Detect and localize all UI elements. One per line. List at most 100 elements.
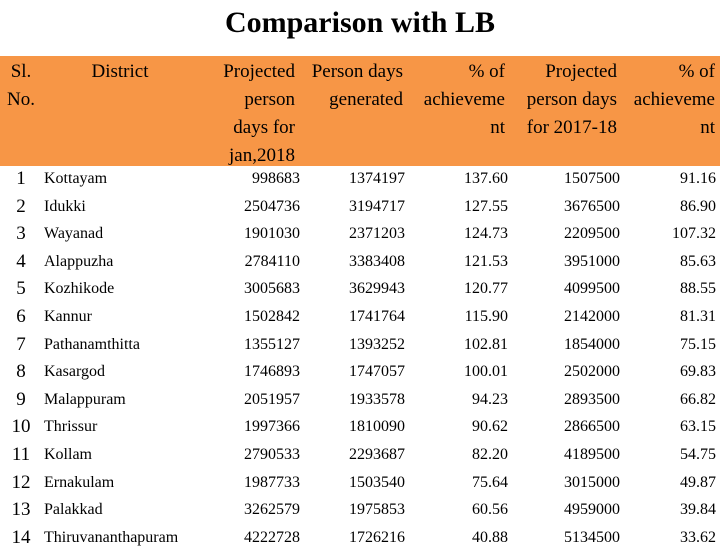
district-name: Kasargod [44,363,106,381]
header-cell: % of achieveme nt [400,58,505,142]
value-cell: 2371203 [349,225,405,243]
header-cell: Projected person days for 2017-18 [505,58,617,142]
value-cell: 63.15 [680,418,716,436]
value-cell: 107.32 [672,225,716,243]
value-cell: 75.64 [472,473,508,491]
value-cell: 120.77 [464,280,508,298]
value-cell: 4189500 [564,446,620,463]
value-cell: 54.75 [680,446,716,463]
value-cell: 1355127 [244,335,300,353]
value-cell: 2866500 [564,418,620,436]
district-name: Wayanad [44,225,104,243]
value-cell: 1726216 [349,528,405,546]
value-cell: 3194717 [349,197,405,215]
value-cell: 88.55 [680,280,716,298]
value-cell: 137.60 [464,170,508,187]
value-cell: 1987733 [244,473,300,491]
value-cell: 1933578 [349,390,405,408]
header-text: achieveme [423,89,505,110]
value-cell: 1374197 [349,170,405,187]
value-cell: 1901030 [244,225,300,243]
value-cell: 4222728 [244,528,300,546]
value-cell: 1741764 [349,308,405,325]
value-cell: 127.55 [464,197,508,215]
header-text: Sl. [10,61,32,82]
serial-number: 12 [11,471,31,493]
value-cell: 5134500 [564,528,620,546]
value-cell: 3629943 [349,280,405,298]
value-cell: 100.01 [464,363,508,381]
value-cell: 3015000 [564,473,620,491]
value-cell: 2893500 [564,390,620,408]
value-cell: 1503540 [349,473,405,491]
value-cell: 1502842 [244,308,300,325]
value-cell: 3676500 [564,197,620,215]
value-cell: 69.83 [680,363,716,381]
value-cell: 2209500 [564,225,620,243]
value-cell: 49.87 [680,473,716,491]
value-cell: 2293687 [349,446,405,463]
value-cell: 2051957 [244,390,300,408]
district-name: Palakkad [44,501,103,519]
serial-number: 8 [16,361,26,383]
value-cell: 1810090 [349,418,405,436]
value-cell: 115.90 [464,308,508,325]
value-cell: 91.16 [680,170,716,187]
value-cell: 998683 [252,170,300,187]
header-text: nt [490,117,505,138]
value-cell: 60.56 [472,501,508,519]
value-cell: 4099500 [564,280,620,298]
value-cell: 94.23 [472,390,508,408]
district-name: Ernakulam [44,473,115,491]
value-cell: 2784110 [244,252,300,270]
header-text: achieveme [633,89,715,110]
value-cell: 2504736 [244,197,300,215]
value-cell: 85.63 [680,252,716,270]
district-name: Thrissur [44,418,98,436]
district-name: Kannur [44,308,92,325]
value-cell: 1746893 [244,363,300,381]
district-name: Kozhikode [44,280,115,298]
value-cell: 86.90 [680,197,716,215]
district-name: Pathanamthitta [44,335,140,353]
value-cell: 1393252 [349,335,405,353]
value-cell: 40.88 [472,528,508,546]
serial-number: 4 [16,250,26,272]
value-cell: 1747057 [349,363,405,381]
serial-number: 14 [11,526,31,548]
header-text: % of [468,61,505,82]
serial-number: 7 [16,333,26,355]
header-text: District [91,61,149,82]
header-text: person [244,89,295,110]
header-text: person days [526,89,617,110]
value-cell: 3005683 [244,280,300,298]
header-text: generated [329,89,403,110]
district-name: Idukki [44,197,86,215]
header-text: jan,2018 [229,145,295,166]
value-cell: 2502000 [564,363,620,381]
header-text: % of [678,61,715,82]
value-cell: 1975853 [349,501,405,519]
value-cell: 90.62 [472,418,508,436]
serial-number: 6 [16,306,26,327]
district-name: Kollam [44,446,92,463]
value-cell: 3383408 [349,252,405,270]
value-cell: 1854000 [564,335,620,353]
serial-number: 11 [11,444,31,465]
district-name: Thiruvananthapuram [44,528,179,546]
header-text: Projected [223,61,295,82]
title: Comparison with LB [224,6,496,39]
header-text: nt [700,117,715,138]
value-cell: 1997366 [244,418,300,436]
header-cell: Person days generated [300,58,403,114]
header-text: for 2017-18 [526,117,617,138]
value-cell: 33.62 [680,528,716,546]
district-name: Alappuzha [44,252,114,270]
serial-number: 1 [16,168,26,189]
header-band [0,56,720,166]
header-text: Person days [311,61,403,82]
serial-number: 13 [11,499,31,521]
value-cell: 2142000 [564,308,620,325]
serial-number: 5 [16,278,26,300]
